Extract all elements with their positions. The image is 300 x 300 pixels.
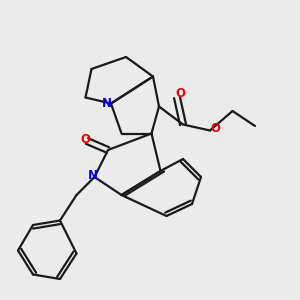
Text: O: O (210, 122, 220, 136)
Text: O: O (80, 133, 91, 146)
Text: N: N (101, 97, 112, 110)
Text: O: O (175, 87, 185, 101)
Text: N: N (88, 169, 98, 182)
